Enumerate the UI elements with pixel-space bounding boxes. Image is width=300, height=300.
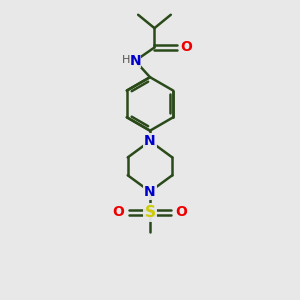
Text: O: O xyxy=(112,206,124,219)
Text: O: O xyxy=(176,206,188,219)
Text: H: H xyxy=(122,55,130,64)
Text: N: N xyxy=(144,184,156,199)
Text: N: N xyxy=(129,54,141,68)
Text: S: S xyxy=(145,205,155,220)
Text: O: O xyxy=(180,40,192,55)
Text: N: N xyxy=(144,134,156,148)
